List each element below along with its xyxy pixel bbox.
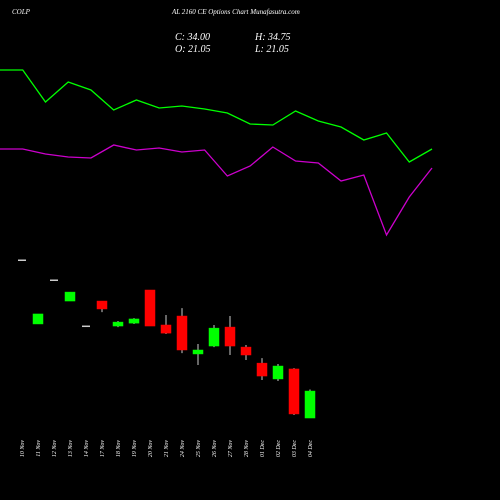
x-tick-label: 14 Nov [83, 440, 90, 458]
candle-body [64, 291, 76, 302]
candle-body [224, 326, 236, 347]
candle-body [160, 324, 172, 334]
candle-body [208, 327, 220, 347]
x-tick-label: 24 Nov [179, 440, 186, 458]
close-label: C: 34.00 [175, 32, 210, 43]
candle-body [96, 300, 108, 310]
x-tick-label: 12 Nov [52, 440, 58, 458]
x-tick-label: 21 Nov [164, 440, 170, 458]
candle-body [256, 362, 268, 377]
low-label: L: 21.05 [254, 44, 289, 55]
candle-body [32, 313, 44, 325]
x-tick-label: 20 Nov [148, 440, 154, 458]
x-tick-label: 28 Nov [244, 440, 250, 458]
x-tick-label: 17 Nov [100, 440, 106, 458]
x-tick-label: 26 Nov [212, 440, 218, 458]
candle-body [304, 390, 316, 419]
x-tick-label: 02 Dec [276, 440, 282, 457]
x-tick-label: 27 Nov [228, 440, 234, 458]
indicator-line [0, 144, 433, 237]
x-tick-label: 25 Nov [196, 440, 202, 458]
open-label: O: 21.05 [175, 44, 211, 55]
x-tick-label: 03 Dec [292, 440, 298, 457]
candle-body [288, 368, 300, 415]
x-tick-label: 18 Nov [116, 440, 122, 458]
candle-body [272, 365, 284, 380]
chart-title: AL 2160 CE Options Chart Munafasutra.com [171, 8, 300, 16]
candle-body [82, 325, 90, 328]
candle-body [192, 349, 204, 355]
candle-body [112, 321, 124, 327]
x-tick-label: 11 Nov [36, 440, 42, 457]
candle-body [50, 279, 58, 281]
candle-body [176, 315, 188, 351]
candle-body [144, 289, 156, 327]
x-tick-label: 04 Dec [307, 440, 314, 457]
candle-body [18, 259, 26, 261]
high-label: H: 34.75 [254, 32, 291, 43]
candle-body [240, 346, 252, 356]
x-tick-label: 19 Nov [132, 440, 138, 458]
x-tick-label: 13 Nov [68, 440, 74, 458]
symbol: COLP [12, 8, 31, 16]
candle-body [128, 318, 140, 324]
x-tick-label: 10 Nov [20, 440, 26, 458]
indicator-line [0, 69, 433, 163]
x-tick-label: 01 Dec [260, 440, 266, 457]
